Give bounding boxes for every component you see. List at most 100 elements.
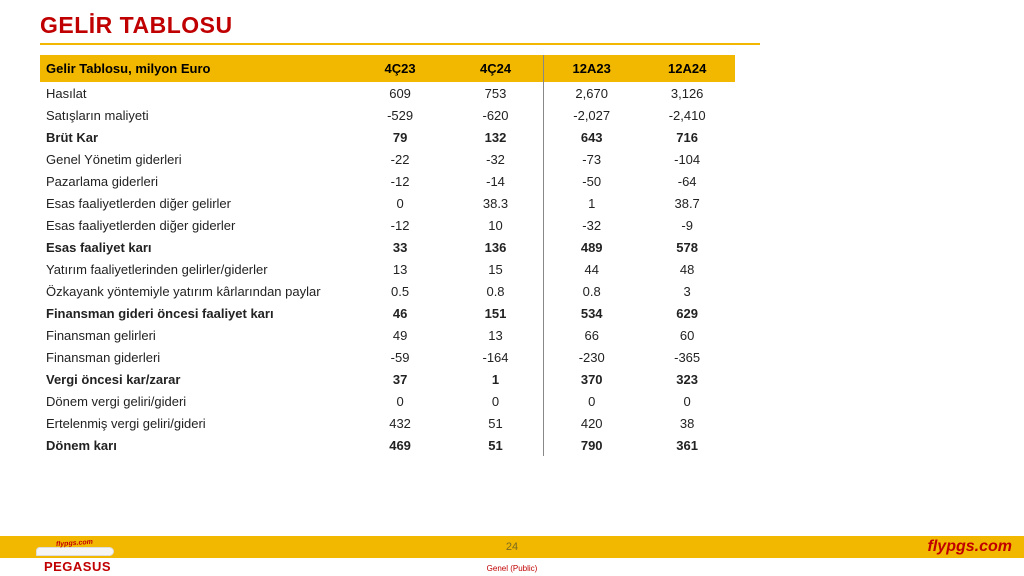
cell-value: 1: [448, 368, 544, 390]
row-label: Esas faaliyetlerden diğer gelirler: [40, 192, 352, 214]
cell-value: 0: [639, 390, 735, 412]
table-row: Finansman gelirleri49136660: [40, 324, 735, 346]
table-header: Gelir Tablosu, milyon Euro4Ç234Ç2412A231…: [40, 55, 735, 82]
column-header: 4Ç24: [448, 55, 544, 82]
cell-value: 151: [448, 302, 544, 324]
row-label: Özkayank yöntemiyle yatırım kârlarından …: [40, 280, 352, 302]
income-table-wrap: Gelir Tablosu, milyon Euro4Ç234Ç2412A231…: [0, 55, 775, 456]
cell-value: 60: [639, 324, 735, 346]
table-row: Esas faaliyet karı33136489578: [40, 236, 735, 258]
row-label: Hasılat: [40, 82, 352, 104]
cell-value: -50: [544, 170, 640, 192]
cell-value: -14: [448, 170, 544, 192]
cell-value: 0.8: [544, 280, 640, 302]
row-label: Dönem vergi geliri/gideri: [40, 390, 352, 412]
table-row: Finansman giderleri-59-164-230-365: [40, 346, 735, 368]
income-table: Gelir Tablosu, milyon Euro4Ç234Ç2412A231…: [40, 55, 735, 456]
cell-value: -12: [352, 214, 448, 236]
cell-value: 0: [448, 390, 544, 412]
cell-value: 578: [639, 236, 735, 258]
cell-value: 370: [544, 368, 640, 390]
cell-value: 0: [352, 390, 448, 412]
logo-name: PEGASUS: [44, 559, 111, 574]
row-label: Ertelenmiş vergi geliri/gideri: [40, 412, 352, 434]
cell-value: -64: [639, 170, 735, 192]
row-label: Genel Yönetim giderleri: [40, 148, 352, 170]
cell-value: 420: [544, 412, 640, 434]
cell-value: -620: [448, 104, 544, 126]
classification-label: Genel (Public): [487, 564, 538, 573]
logo: flypgs.com PEGASUS: [30, 537, 125, 574]
cell-value: -59: [352, 346, 448, 368]
brand-text: flypgs.com: [928, 538, 1012, 556]
row-label: Esas faaliyet karı: [40, 236, 352, 258]
cell-value: -230: [544, 346, 640, 368]
cell-value: 66: [544, 324, 640, 346]
cell-value: 361: [639, 434, 735, 456]
table-row: Finansman gideri öncesi faaliyet karı461…: [40, 302, 735, 324]
table-row: Özkayank yöntemiyle yatırım kârlarından …: [40, 280, 735, 302]
cell-value: -164: [448, 346, 544, 368]
table-row: Hasılat6097532,6703,126: [40, 82, 735, 104]
page-number: 24: [506, 541, 518, 553]
row-label: Vergi öncesi kar/zarar: [40, 368, 352, 390]
cell-value: 0: [352, 192, 448, 214]
cell-value: 13: [448, 324, 544, 346]
cell-value: 132: [448, 126, 544, 148]
cell-value: 3: [639, 280, 735, 302]
cell-value: 469: [352, 434, 448, 456]
cell-value: 2,670: [544, 82, 640, 104]
cell-value: -104: [639, 148, 735, 170]
cell-value: 44: [544, 258, 640, 280]
cell-value: 48: [639, 258, 735, 280]
cell-value: 38.7: [639, 192, 735, 214]
cell-value: 38: [639, 412, 735, 434]
cell-value: -2,410: [639, 104, 735, 126]
cell-value: 46: [352, 302, 448, 324]
page-title: GELİR TABLOSU: [0, 0, 1024, 43]
table-row: Yatırım faaliyetlerinden gelirler/giderl…: [40, 258, 735, 280]
cell-value: 10: [448, 214, 544, 236]
table-row: Genel Yönetim giderleri-22-32-73-104: [40, 148, 735, 170]
cell-value: 790: [544, 434, 640, 456]
cell-value: 51: [448, 412, 544, 434]
column-header: 4Ç23: [352, 55, 448, 82]
cell-value: 0.5: [352, 280, 448, 302]
row-label: Satışların maliyeti: [40, 104, 352, 126]
row-label: Dönem karı: [40, 434, 352, 456]
cell-value: 534: [544, 302, 640, 324]
cell-value: 1: [544, 192, 640, 214]
cell-value: 3,126: [639, 82, 735, 104]
cell-value: -529: [352, 104, 448, 126]
table-row: Dönem karı46951790361: [40, 434, 735, 456]
cell-value: -73: [544, 148, 640, 170]
cell-value: 15: [448, 258, 544, 280]
cell-value: 37: [352, 368, 448, 390]
table-row: Pazarlama giderleri-12-14-50-64: [40, 170, 735, 192]
row-label: Yatırım faaliyetlerinden gelirler/giderl…: [40, 258, 352, 280]
cell-value: 33: [352, 236, 448, 258]
cell-value: 629: [639, 302, 735, 324]
cell-value: 716: [639, 126, 735, 148]
table-row: Dönem vergi geliri/gideri0000: [40, 390, 735, 412]
plane-icon: flypgs.com: [30, 537, 125, 561]
cell-value: -2,027: [544, 104, 640, 126]
table-row: Vergi öncesi kar/zarar371370323: [40, 368, 735, 390]
row-label: Brüt Kar: [40, 126, 352, 148]
column-header: 12A24: [639, 55, 735, 82]
cell-value: 609: [352, 82, 448, 104]
table-row: Esas faaliyetlerden diğer gelirler038.31…: [40, 192, 735, 214]
title-underline: [40, 43, 760, 45]
column-header: 12A23: [544, 55, 640, 82]
table-body: Hasılat6097532,6703,126Satışların maliye…: [40, 82, 735, 456]
cell-value: 0: [544, 390, 640, 412]
table-row: Esas faaliyetlerden diğer giderler-1210 -…: [40, 214, 735, 236]
table-row: Satışların maliyeti-529-620-2,027-2,410: [40, 104, 735, 126]
footer-bar: 24 flypgs.com: [0, 536, 1024, 558]
cell-value: -9: [639, 214, 735, 236]
cell-value: 79: [352, 126, 448, 148]
row-label: Esas faaliyetlerden diğer giderler: [40, 214, 352, 236]
cell-value: -32: [448, 148, 544, 170]
row-label: Pazarlama giderleri: [40, 170, 352, 192]
row-label: Finansman gelirleri: [40, 324, 352, 346]
